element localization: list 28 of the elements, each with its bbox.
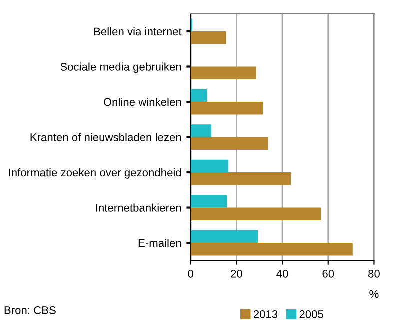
y-tick-label: E-mailen [138,239,182,248]
y-tick-label: Internetbankieren [96,204,182,212]
y-tick-label: Bellen via internet [94,27,182,36]
text: Bron: CBS [4,306,56,314]
bar [190,102,264,115]
x-tick-label: 60 [322,270,334,278]
bar [190,137,268,150]
x-tick-label: 0 [188,270,194,278]
bar [190,230,258,244]
x-tick-label: 80 [368,270,380,278]
bar [190,208,322,220]
legend-label: 2005 [300,310,324,318]
legend-label: 2013 [254,310,278,318]
x-tick-label: 20 [231,270,242,278]
bar [190,32,226,44]
bar [190,66,256,80]
x-axis-title: % [370,290,379,298]
bar [190,243,353,256]
bar [190,172,292,186]
y-tick-label: Informatie zoeken over gezondheid [9,168,182,179]
bar [190,89,208,102]
bar [190,195,228,208]
bar [190,124,212,138]
bar [190,160,228,173]
y-tick-label: Kranten of nieuwsbladen lezen [30,133,182,142]
y-tick-label: Online winkelen [104,98,182,106]
x-tick-label: 40 [276,270,288,278]
y-tick-label: Sociale media gebruiken [60,62,182,74]
